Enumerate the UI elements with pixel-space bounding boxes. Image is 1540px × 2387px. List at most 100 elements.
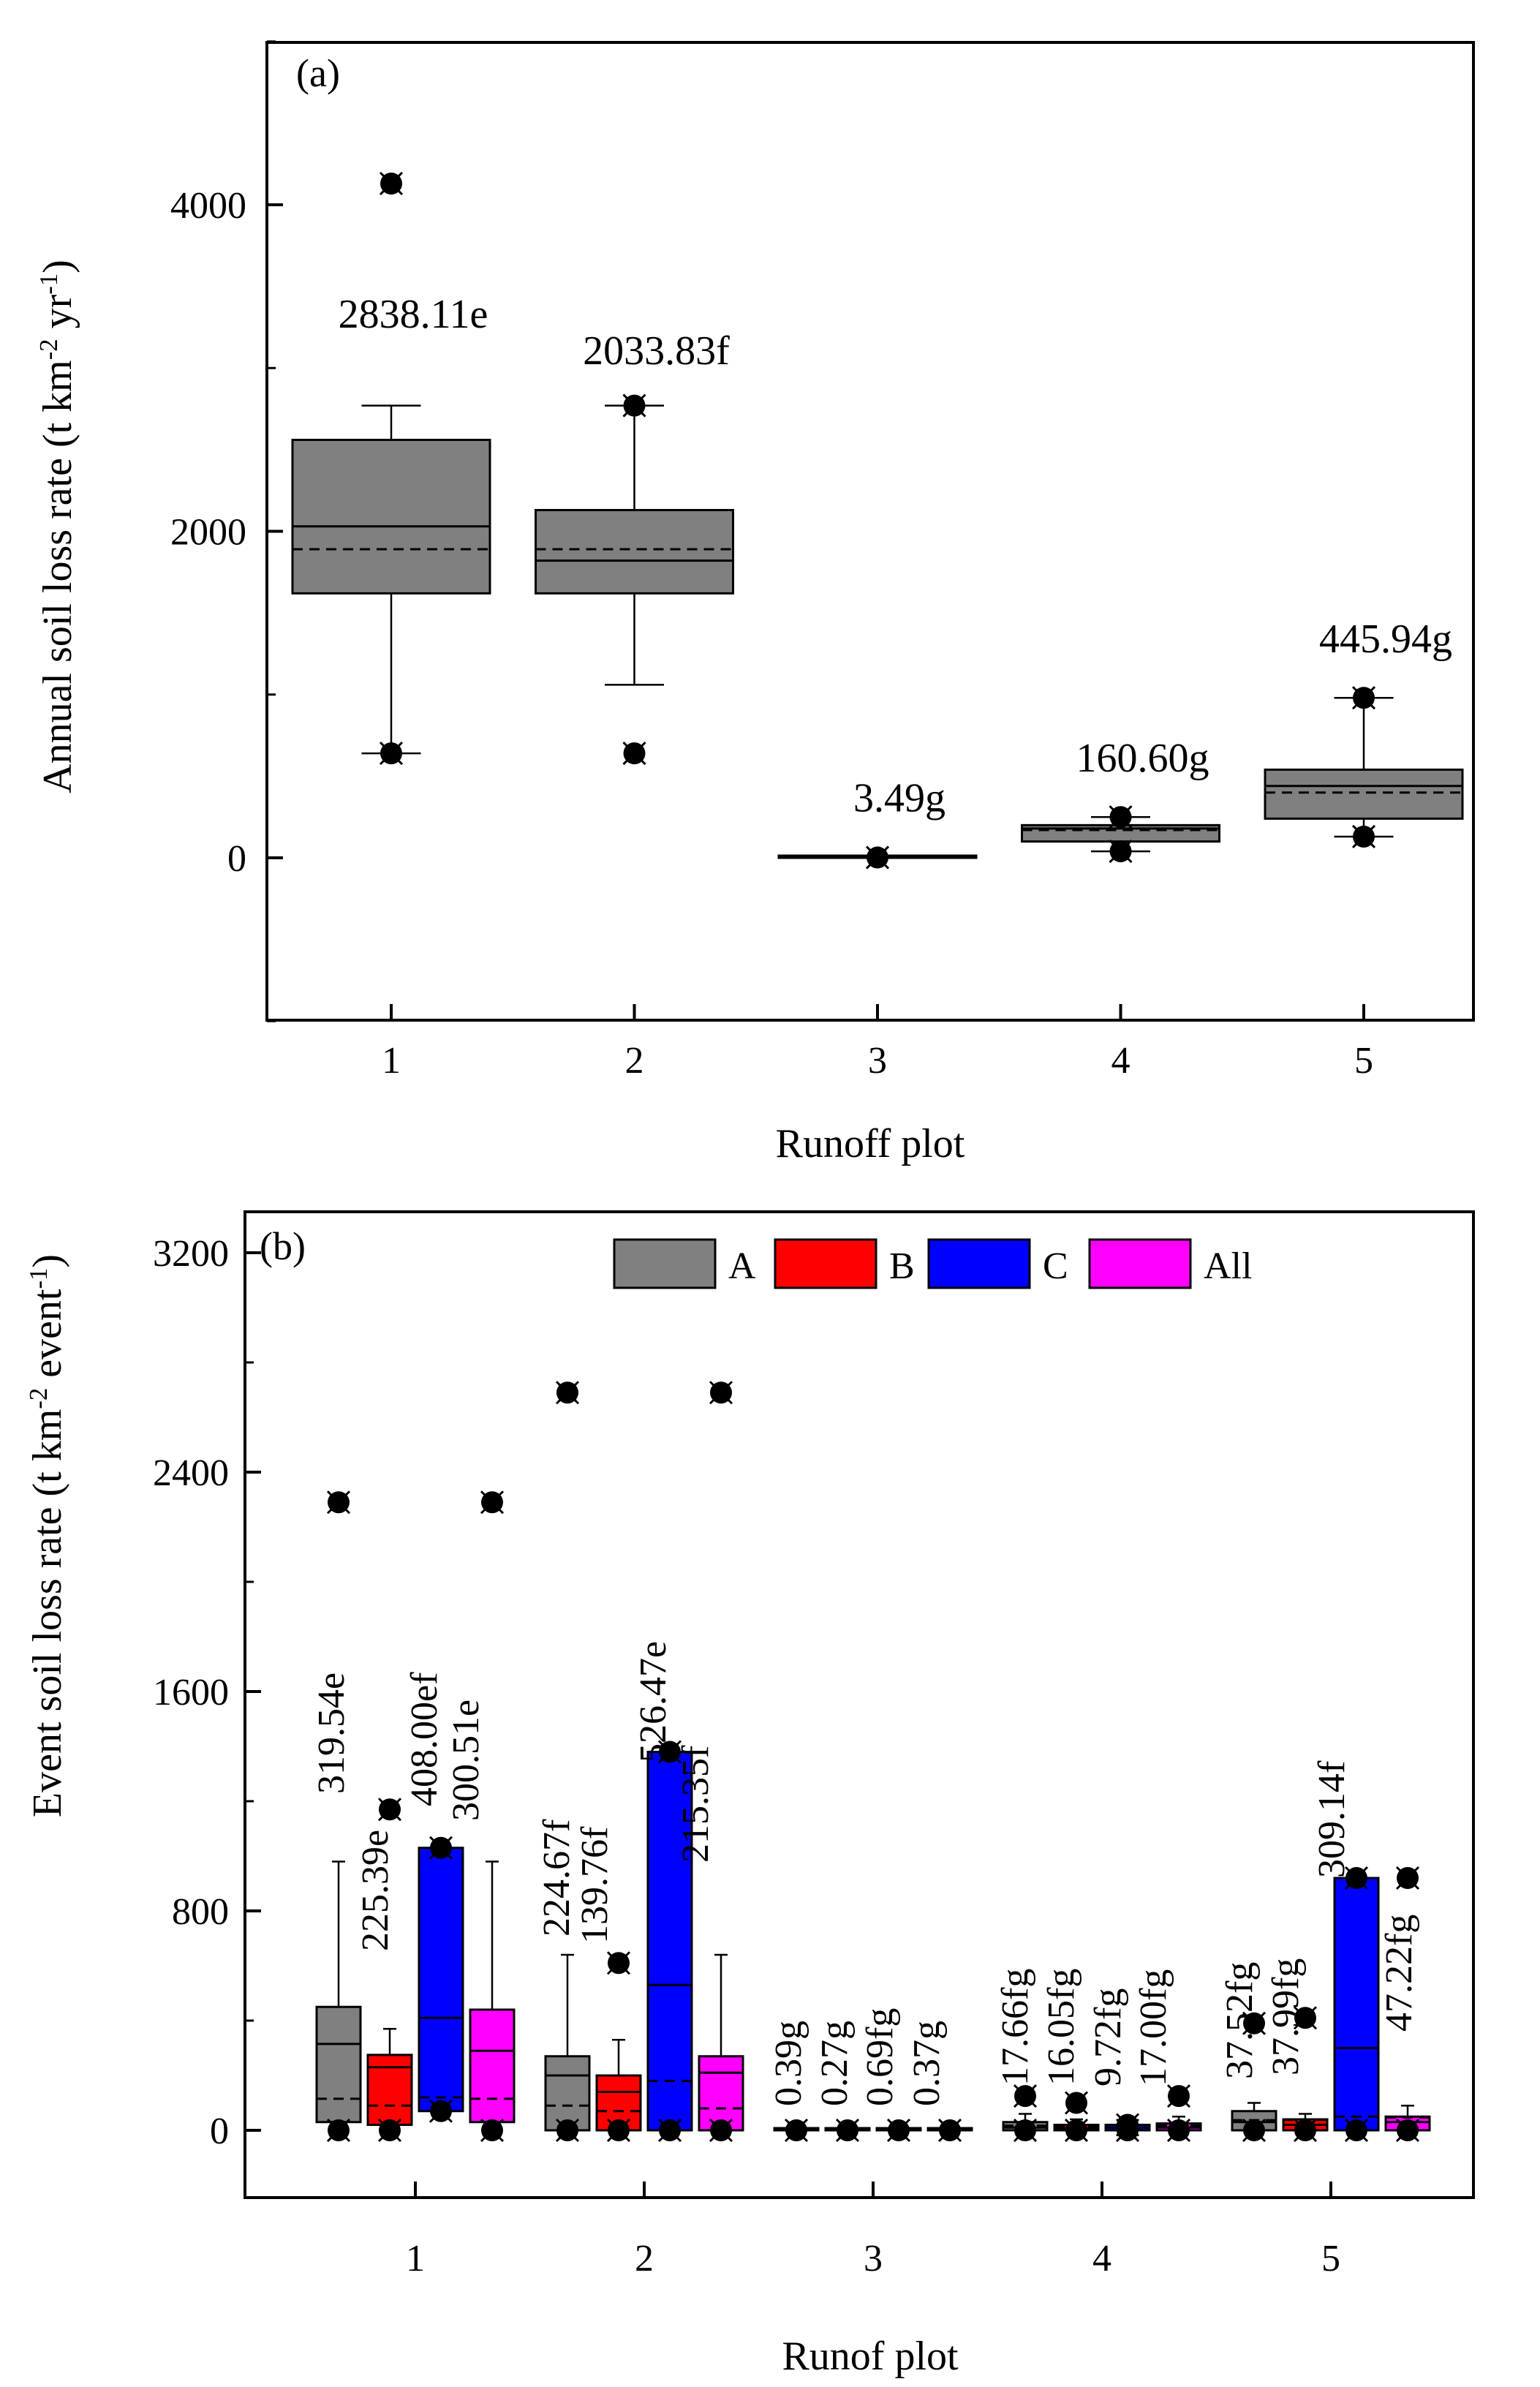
outlier-x2 (1351, 686, 1376, 710)
panel-label: (a) (296, 51, 340, 95)
x-tick-label: 2 (625, 1040, 644, 1082)
legend-swatch-all (1088, 1238, 1192, 1289)
legend: A B C All (613, 1238, 1252, 1289)
outlier (784, 2118, 809, 2143)
box-all-plot-2 (698, 1953, 744, 2132)
x-tick-label: 1 (382, 1040, 401, 1082)
data-label: 215.35f (675, 1745, 717, 1863)
y-axis-label: Event soil loss rate (t km-2 event-1) (24, 1254, 71, 1817)
y-tick-label: 4000 (170, 185, 246, 227)
outlier (1013, 2084, 1038, 2108)
x-axis-label: Runof plot (782, 2334, 959, 2379)
outlier-x2 (1242, 2118, 1267, 2143)
box-plot-1-body (291, 438, 491, 595)
legend-swatch-b (774, 1238, 877, 1289)
y-tick-label: 0 (210, 2111, 229, 2152)
box-all-plot-1 (469, 1860, 516, 2132)
outlier-x2 (379, 742, 404, 766)
outlier-x2 (709, 2118, 733, 2143)
y-axis-label-part: Event soil loss rate (t km (25, 1409, 70, 1817)
data-label: 225.39e (355, 1830, 396, 1951)
data-label: 47.22fg (1378, 1915, 1420, 2032)
outlier-x2 (606, 2118, 631, 2143)
outlier (1351, 686, 1376, 710)
y-tick-label: 0 (227, 838, 246, 880)
outlier (1013, 2118, 1038, 2143)
outlier-x2 (326, 2118, 351, 2143)
data-label: 0.69fg (859, 2008, 901, 2106)
outlier (657, 2118, 682, 2143)
outlier-x2 (1293, 2006, 1318, 2030)
data-label: 300.51e (445, 1700, 487, 1821)
box-a-plot-2 (544, 1953, 591, 2132)
outlier (377, 2118, 402, 2143)
outlier (379, 742, 404, 766)
outlier (429, 1836, 453, 1860)
y-axis-label-part: Annual soil loss rate (t km (35, 360, 80, 793)
panel-label: (b) (260, 1224, 306, 1268)
outlier (1064, 2091, 1089, 2115)
data-label: 9.72fg (1087, 1988, 1129, 2086)
outlier-x2 (1344, 2118, 1369, 2143)
outlier-x2 (429, 1836, 453, 1860)
y-tick-label: 2000 (170, 512, 246, 554)
outlier-x2 (1293, 2118, 1318, 2143)
outlier-x2 (1395, 1866, 1420, 1890)
data-label: 224.67f (536, 1819, 578, 1937)
legend-swatch-c (927, 1238, 1031, 1289)
y-axis-label-superscript: -2 (34, 339, 63, 360)
outlier (606, 2118, 631, 2143)
y-axis-label-part: event (25, 1289, 70, 1388)
data-label: 2838.11e (339, 292, 488, 337)
outlier (1242, 2118, 1267, 2143)
legend-label-all: All (1204, 1245, 1252, 1287)
outlier (657, 1740, 682, 1764)
data-label: 408.00ef (404, 1672, 445, 1806)
x-tick-label: 5 (1321, 2238, 1340, 2279)
data-label: 0.27g (814, 2021, 856, 2106)
outlier-x2 (1013, 2118, 1038, 2143)
y-tick-label: 800 (172, 1891, 229, 1933)
x-tick-label: 5 (1354, 1040, 1373, 1082)
box-c-plot-2-body (646, 1751, 693, 2132)
outlier-x2 (835, 2118, 860, 2143)
outlier-x2 (555, 1381, 580, 1405)
data-label: 2033.83f (583, 328, 730, 374)
box-c-plot-1 (418, 1847, 464, 2113)
data-label: 309.14f (1311, 1760, 1353, 1878)
x-tick-label: 3 (868, 1040, 887, 1082)
data-label: 526.47e (633, 1641, 674, 1762)
x-tick-label: 1 (406, 2238, 425, 2279)
outlier-x2 (1242, 2011, 1267, 2035)
data-label: 0.37g (906, 2021, 948, 2106)
outlier-x2 (1351, 824, 1376, 849)
outlier-x2 (622, 393, 646, 418)
outlier-x2 (377, 2118, 402, 2143)
outlier-x2 (865, 845, 890, 870)
x-tick-label: 2 (635, 2238, 654, 2279)
outlier (326, 2118, 351, 2143)
legend-label-b: B (889, 1245, 915, 1287)
outlier-x2 (1064, 2091, 1089, 2115)
outlier-x2 (480, 2118, 505, 2143)
outlier-x2 (606, 1951, 631, 1975)
outlier (1395, 2118, 1420, 2143)
outlier (937, 2118, 962, 2143)
outlier (1115, 2118, 1140, 2143)
data-label: 17.00fg (1133, 1969, 1174, 2086)
box-c-plot-5 (1333, 1877, 1380, 2132)
data-label: 3.49g (853, 776, 945, 821)
outlier-x2 (1013, 2084, 1038, 2108)
data-label: 319.54e (311, 1673, 352, 1794)
outlier-x2 (784, 2118, 809, 2143)
outlier (1109, 805, 1133, 829)
outlier-x2 (657, 2118, 682, 2143)
box-plot-2 (535, 404, 734, 686)
plot-frame (244, 1210, 1475, 2199)
panel-b: (b) 0 800 1600 2400 3200 1 2 3 4 5 Runof plot Event … (24, 1210, 1475, 2379)
outlier (1109, 840, 1133, 864)
box-a-plot-2-body (544, 2055, 591, 2132)
box-plot-2-body (535, 508, 734, 595)
outlier (555, 2118, 580, 2143)
